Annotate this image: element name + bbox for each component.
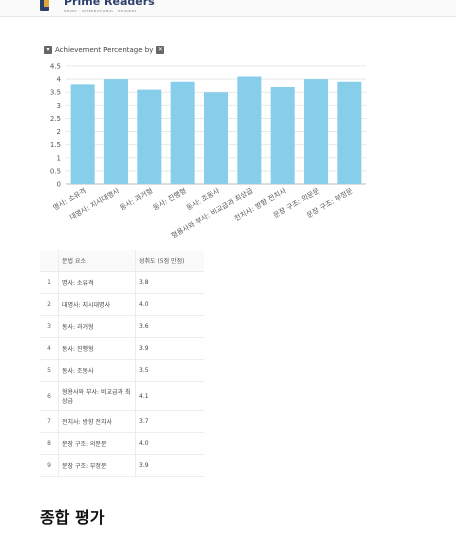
y-tick-label: 1.5	[50, 141, 61, 149]
row-index: 6	[40, 381, 59, 411]
row-element: 동사: 진행형	[58, 337, 136, 360]
chart-title: Achievement Percentage by	[55, 46, 154, 54]
row-element: 전치사: 방향 전치사	[58, 410, 136, 433]
table-row: 9 문장 구조: 부정문 3.9	[40, 454, 204, 477]
bar	[304, 79, 328, 184]
table-row: 7 전치사: 방향 전치사 3.7	[40, 410, 204, 433]
row-element: 형용사와 부사: 비교급과 최상급	[58, 381, 136, 411]
table-row: 3 동사: 과거형 3.6	[40, 315, 204, 338]
y-tick-label: 4.5	[50, 63, 61, 71]
table-row: 8 문장 구조: 의문문 4.0	[40, 432, 204, 455]
y-tick-label: 3	[57, 102, 61, 110]
row-index: 9	[40, 454, 59, 477]
row-element: 대명사: 지시대명사	[58, 293, 136, 316]
y-tick-label: 0	[57, 181, 61, 189]
header-element: 문법 요소	[58, 250, 136, 272]
table-header-row: 문법 요소 성취도 (5점 만점)	[40, 250, 204, 272]
row-element: 문장 구조: 부정문	[58, 454, 136, 477]
bar	[170, 81, 195, 184]
y-tick-label: 2.5	[50, 115, 61, 123]
top-bar: Prime Readers SMART · INTERNATIONAL · RE…	[0, 0, 456, 17]
table-row: 1 명사: 소유격 3.8	[40, 271, 204, 294]
section-title: 종합 평가	[40, 508, 105, 527]
chart-header: ▾ Achievement Percentage by ✕	[44, 44, 165, 56]
chevron-down-icon[interactable]: ▾	[44, 46, 52, 54]
bar	[137, 89, 162, 184]
table-row: 6 형용사와 부사: 비교급과 최상급 4.1	[40, 381, 204, 411]
row-score: 3.9	[135, 337, 204, 360]
bar	[70, 84, 95, 184]
row-score: 3.9	[135, 454, 204, 477]
y-tick-label: 0.5	[50, 167, 61, 175]
header-score: 성취도 (5점 만점)	[135, 250, 204, 272]
row-score: 3.8	[135, 271, 204, 294]
row-element: 동사: 과거형	[58, 315, 136, 338]
table-row: 5 동사: 조동사 3.5	[40, 359, 204, 382]
row-score: 4.0	[135, 432, 204, 455]
x-tick-label: 동사: 진행형	[151, 186, 187, 212]
bar	[337, 81, 362, 184]
row-index: 5	[40, 359, 59, 382]
data-table: 문법 요소 성취도 (5점 만점) 1 명사: 소유격 3.8 2 대명사: 지시대명사…	[40, 250, 204, 477]
row-index: 2	[40, 293, 59, 316]
y-tick-label: 4	[57, 76, 62, 84]
header-index	[40, 250, 59, 272]
row-element: 동사: 조동사	[58, 359, 136, 382]
y-tick-label: 2	[57, 128, 61, 136]
row-index: 1	[40, 271, 59, 294]
table-row: 4 동사: 진행형 3.9	[40, 337, 204, 360]
row-index: 7	[40, 410, 59, 433]
row-score: 4.0	[135, 293, 204, 316]
bar	[237, 76, 262, 184]
bar	[104, 79, 128, 184]
x-tick-label: 동사: 과거형	[118, 186, 154, 212]
bar	[270, 86, 295, 184]
row-element: 문장 구조: 의문문	[58, 432, 136, 455]
row-score: 4.1	[135, 381, 204, 411]
close-icon[interactable]: ✕	[156, 46, 165, 54]
row-score: 3.5	[135, 359, 204, 382]
row-index: 8	[40, 432, 59, 455]
row-score: 3.7	[135, 410, 204, 433]
row-element: 명사: 소유격	[58, 271, 136, 294]
logo-name: Prime Readers	[64, 0, 155, 8]
row-index: 4	[40, 337, 59, 360]
row-index: 3	[40, 315, 59, 338]
y-tick-label: 3.5	[50, 89, 61, 97]
row-score: 3.6	[135, 315, 204, 338]
logo-icon	[40, 0, 49, 11]
y-tick-label: 1	[57, 154, 61, 162]
logo-tagline: SMART · INTERNATIONAL · READERS	[64, 9, 137, 13]
bar	[204, 92, 228, 184]
table-row: 2 대명사: 지시대명사 4.0	[40, 293, 204, 316]
